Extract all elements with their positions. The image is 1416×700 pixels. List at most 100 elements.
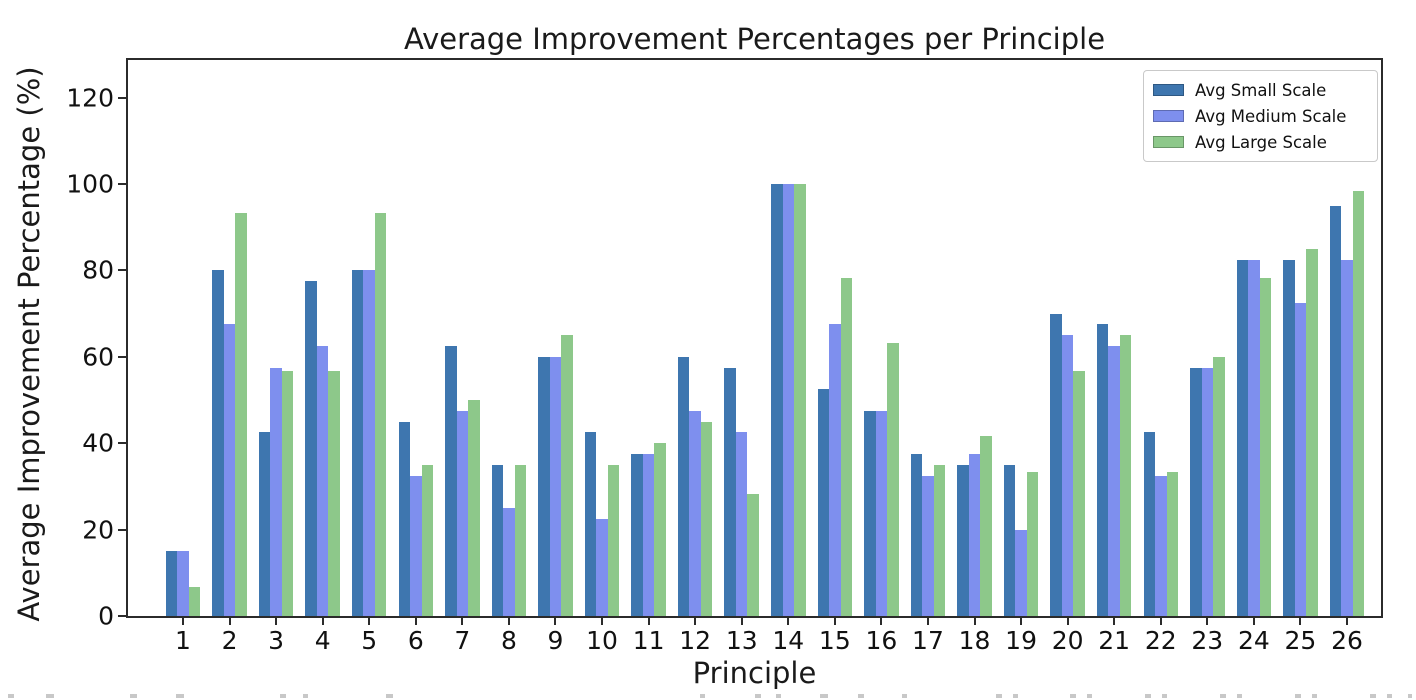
y-tick-mark-20 — [118, 528, 126, 531]
cropped-text-fragment — [858, 694, 864, 698]
legend-swatch-large-scale — [1153, 136, 1184, 148]
x-tick-mark-22 — [1159, 618, 1162, 625]
x-tick-label-17: 17 — [912, 626, 944, 655]
cropped-text-fragment — [1087, 694, 1092, 698]
bar-avg-small-scale-6 — [398, 421, 411, 616]
bar-avg-small-scale-21 — [1096, 324, 1109, 616]
bar-avg-large-scale-9 — [561, 335, 573, 616]
bar-avg-large-scale-11 — [654, 443, 666, 616]
legend-label-small-scale: Avg Small Scale — [1195, 80, 1327, 100]
x-tick-mark-11 — [647, 618, 650, 625]
y-tick-label-100: 100 — [66, 169, 114, 199]
x-tick-label-10: 10 — [586, 626, 618, 655]
x-tick-mark-14 — [787, 618, 790, 625]
bar-avg-medium-scale-1 — [177, 551, 189, 616]
x-tick-label-16: 16 — [865, 626, 898, 655]
cropped-text-fragment — [1145, 694, 1151, 698]
bar-avg-large-scale-18 — [980, 435, 992, 616]
x-tick-label-24: 24 — [1237, 626, 1270, 655]
bar-avg-small-scale-19 — [1003, 464, 1016, 616]
bar-avg-small-scale-22 — [1143, 432, 1155, 616]
bar-avg-medium-scale-2 — [223, 324, 236, 616]
bar-avg-large-scale-23 — [1213, 356, 1225, 616]
y-tick-label-20: 20 — [82, 515, 114, 545]
legend-swatch-small-scale — [1153, 84, 1184, 96]
bar-avg-large-scale-13 — [747, 493, 759, 616]
bar-avg-large-scale-15 — [840, 277, 853, 616]
y-tick-label-40: 40 — [82, 428, 114, 458]
bar-avg-large-scale-22 — [1166, 472, 1178, 616]
cropped-text-fragment — [1370, 694, 1376, 698]
cropped-text-fragment — [902, 694, 907, 698]
cropped-text-fragment — [1070, 694, 1076, 698]
x-axis-label: Principle — [692, 656, 817, 690]
x-tick-label-19: 19 — [1005, 626, 1037, 655]
y-tick-label-80: 80 — [82, 255, 114, 285]
bar-avg-small-scale-8 — [491, 464, 504, 616]
cropped-text-fragment — [820, 694, 828, 698]
bar-avg-large-scale-19 — [1026, 472, 1039, 616]
bar-avg-medium-scale-20 — [1061, 335, 1074, 616]
bar-avg-large-scale-14 — [794, 184, 806, 616]
legend-label-large-scale: Avg Large Scale — [1195, 132, 1327, 152]
y-tick-label-60: 60 — [82, 342, 114, 372]
x-tick-mark-24 — [1252, 618, 1255, 625]
y-tick-mark-100 — [118, 183, 126, 185]
x-tick-mark-16 — [880, 618, 883, 625]
bar-avg-medium-scale-10 — [596, 518, 608, 616]
legend-entry-medium-scale: Avg Medium Scale — [1153, 103, 1369, 129]
bar-avg-large-scale-20 — [1073, 371, 1085, 616]
y-tick-mark-40 — [118, 442, 126, 445]
bar-avg-medium-scale-6 — [410, 475, 422, 616]
y-tick-mark-60 — [118, 355, 126, 358]
legend-label-medium-scale: Avg Medium Scale — [1195, 106, 1347, 126]
x-tick-label-18: 18 — [958, 626, 991, 655]
x-tick-label-20: 20 — [1051, 626, 1084, 655]
x-tick-mark-3 — [275, 618, 278, 625]
x-tick-label-15: 15 — [818, 626, 851, 655]
legend-entry-small-scale: Avg Small Scale — [1153, 77, 1369, 103]
bar-avg-large-scale-7 — [468, 400, 480, 616]
bar-avg-medium-scale-4 — [316, 346, 329, 616]
x-tick-label-6: 6 — [407, 626, 424, 655]
cropped-text-fragment — [1312, 694, 1317, 698]
y-tick-mark-120 — [118, 96, 126, 99]
x-tick-label-1: 1 — [175, 626, 191, 655]
cropped-text-fragment — [700, 694, 705, 698]
x-tick-label-9: 9 — [547, 626, 564, 655]
cropped-text-fragment — [996, 694, 1002, 698]
x-tick-mark-18 — [973, 618, 976, 625]
bar-avg-medium-scale-24 — [1248, 259, 1260, 616]
x-tick-label-26: 26 — [1331, 626, 1363, 655]
bar-avg-small-scale-18 — [957, 464, 969, 616]
bar-avg-small-scale-4 — [305, 281, 317, 616]
legend-swatch-medium-scale — [1153, 110, 1184, 122]
bar-avg-small-scale-12 — [677, 356, 690, 616]
x-tick-label-22: 22 — [1144, 626, 1177, 655]
bar-avg-medium-scale-12 — [689, 410, 701, 616]
x-tick-label-7: 7 — [454, 626, 471, 655]
cropped-text-fragment — [176, 694, 184, 698]
x-tick-label-2: 2 — [221, 626, 238, 655]
bar-avg-large-scale-1 — [188, 587, 201, 616]
cropped-text-fragment — [755, 694, 761, 698]
bar-avg-medium-scale-13 — [735, 432, 748, 616]
bar-avg-large-scale-24 — [1259, 277, 1272, 616]
cropped-text-fragment — [1387, 694, 1392, 698]
bar-avg-small-scale-26 — [1329, 205, 1342, 616]
bar-avg-medium-scale-14 — [782, 184, 795, 616]
x-tick-label-25: 25 — [1284, 626, 1317, 655]
bar-avg-large-scale-3 — [281, 371, 294, 616]
x-tick-label-13: 13 — [725, 626, 758, 655]
y-tick-label-0: 0 — [98, 601, 114, 631]
cropped-text-fragment — [776, 694, 781, 698]
bar-avg-medium-scale-21 — [1108, 346, 1120, 616]
cropped-text-fragment — [1295, 694, 1301, 698]
bar-avg-small-scale-14 — [771, 184, 783, 616]
cropped-text-fragment — [386, 694, 393, 698]
bar-avg-large-scale-25 — [1306, 248, 1318, 616]
bar-avg-medium-scale-5 — [363, 270, 375, 616]
x-tick-label-4: 4 — [314, 626, 331, 655]
bar-avg-small-scale-10 — [584, 432, 597, 616]
bar-avg-large-scale-17 — [933, 464, 946, 616]
